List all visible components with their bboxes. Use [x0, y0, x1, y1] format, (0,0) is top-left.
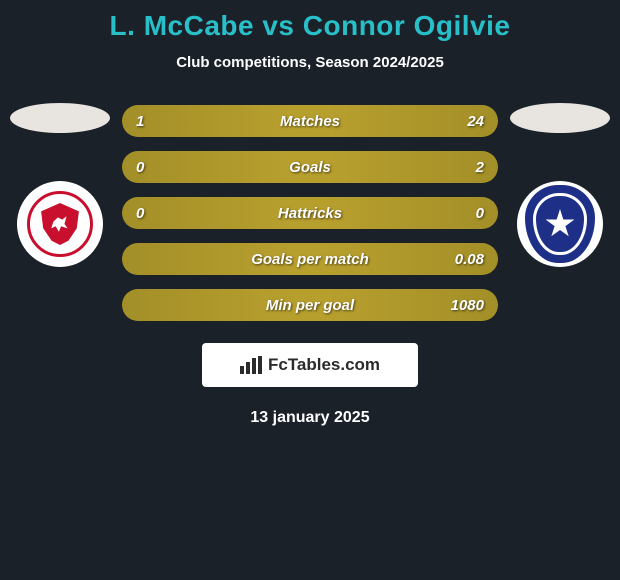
star-icon [545, 209, 575, 239]
stat-right-value: 0 [444, 205, 484, 222]
stat-row-hattricks: 0 Hattricks 0 [122, 197, 498, 229]
right-player-avatar [510, 103, 610, 133]
stat-row-min-per-goal: Min per goal 1080 [122, 289, 498, 321]
page-subtitle: Club competitions, Season 2024/2025 [10, 54, 610, 71]
brand-label: FcTables.com [268, 355, 380, 375]
stat-label: Goals [289, 159, 331, 176]
stat-right-value: 24 [444, 113, 484, 130]
comparison-row: 1 Matches 24 0 Goals 2 0 Hattricks 0 Goa… [10, 103, 610, 321]
right-club-badge [517, 181, 603, 267]
brand-box: FcTables.com [202, 343, 418, 387]
left-player-column [10, 103, 110, 267]
stats-column: 1 Matches 24 0 Goals 2 0 Hattricks 0 Goa… [122, 103, 498, 321]
left-club-badge [17, 181, 103, 267]
stat-right-value: 1080 [444, 297, 484, 314]
stat-right-value: 0.08 [444, 251, 484, 268]
stat-label: Matches [280, 113, 340, 130]
stat-label: Goals per match [251, 251, 369, 268]
stat-row-goals: 0 Goals 2 [122, 151, 498, 183]
middlesbrough-crest-icon [27, 191, 93, 257]
page-title: L. McCabe vs Connor Ogilvie [10, 10, 610, 42]
stat-label: Hattricks [278, 205, 342, 222]
stat-row-goals-per-match: Goals per match 0.08 [122, 243, 498, 275]
stat-left-value: 0 [136, 205, 176, 222]
stat-left-value: 1 [136, 113, 176, 130]
date-label: 13 january 2025 [10, 409, 610, 427]
stat-label: Min per goal [266, 297, 354, 314]
stat-row-matches: 1 Matches 24 [122, 105, 498, 137]
stat-left-value: 0 [136, 159, 176, 176]
stat-right-value: 2 [444, 159, 484, 176]
left-player-avatar [10, 103, 110, 133]
portsmouth-crest-icon [525, 185, 595, 263]
right-player-column [510, 103, 610, 267]
bar-chart-icon [240, 356, 262, 374]
